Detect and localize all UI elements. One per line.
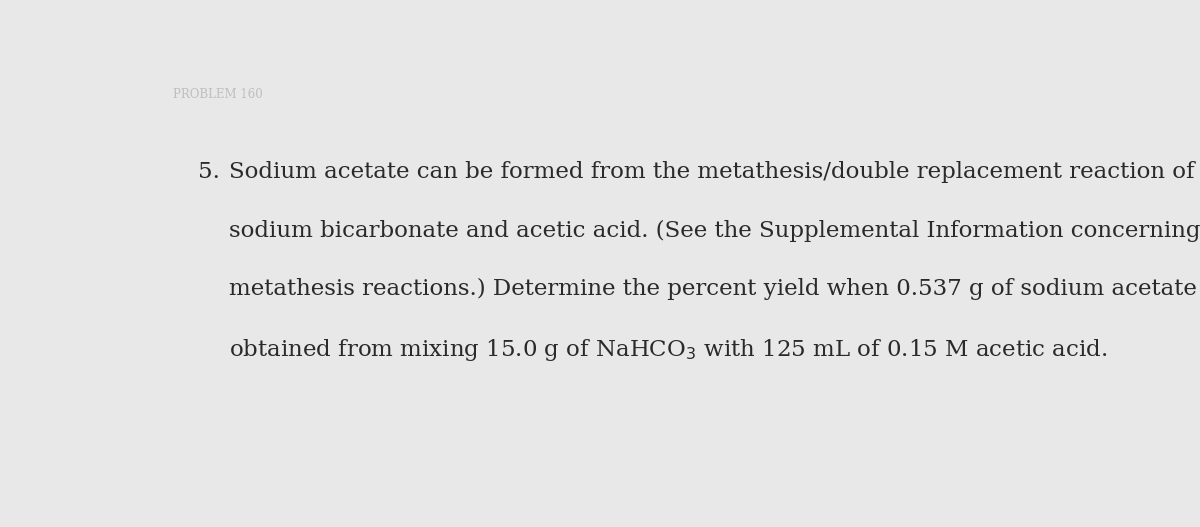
Text: PROBLEM 160: PROBLEM 160 xyxy=(173,87,263,101)
Text: metathesis reactions.) Determine the percent yield when 0.537 g of sodium acetat: metathesis reactions.) Determine the per… xyxy=(229,278,1200,300)
Text: 5.: 5. xyxy=(198,161,221,183)
Text: obtained from mixing 15.0 g of NaHCO$_3$ with 125 mL of 0.15 M acetic acid.: obtained from mixing 15.0 g of NaHCO$_3$… xyxy=(229,337,1108,363)
Text: sodium bicarbonate and acetic acid. (See the Supplemental Information concerning: sodium bicarbonate and acetic acid. (See… xyxy=(229,219,1200,241)
Text: Sodium acetate can be formed from the metathesis/double replacement reaction of: Sodium acetate can be formed from the me… xyxy=(229,161,1194,183)
